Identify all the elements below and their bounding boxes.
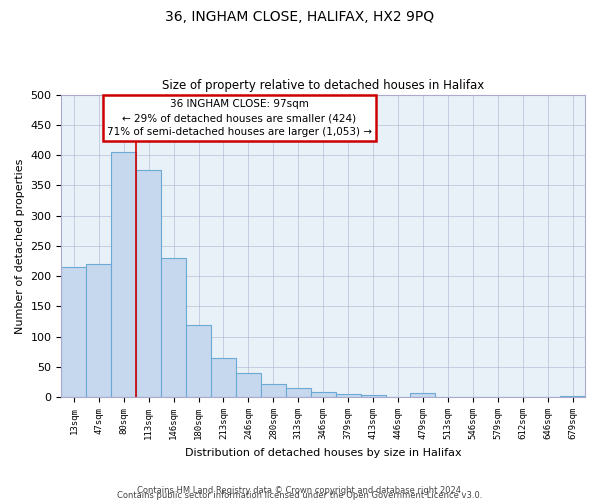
Text: Contains public sector information licensed under the Open Government Licence v3: Contains public sector information licen… <box>118 491 482 500</box>
Bar <box>261 384 286 397</box>
Text: 36 INGHAM CLOSE: 97sqm
← 29% of detached houses are smaller (424)
71% of semi-de: 36 INGHAM CLOSE: 97sqm ← 29% of detached… <box>107 99 372 137</box>
Bar <box>61 267 86 397</box>
Text: 36, INGHAM CLOSE, HALIFAX, HX2 9PQ: 36, INGHAM CLOSE, HALIFAX, HX2 9PQ <box>166 10 434 24</box>
Text: Contains HM Land Registry data © Crown copyright and database right 2024.: Contains HM Land Registry data © Crown c… <box>137 486 463 495</box>
Bar <box>186 324 211 397</box>
Bar <box>361 396 386 397</box>
Bar <box>410 393 436 397</box>
Bar <box>236 373 261 397</box>
Bar <box>311 392 335 397</box>
Bar <box>86 264 111 397</box>
X-axis label: Distribution of detached houses by size in Halifax: Distribution of detached houses by size … <box>185 448 461 458</box>
Y-axis label: Number of detached properties: Number of detached properties <box>15 158 25 334</box>
Bar <box>161 258 186 397</box>
Bar <box>335 394 361 397</box>
Bar <box>560 396 585 397</box>
Bar <box>211 358 236 397</box>
Bar <box>286 388 311 397</box>
Bar <box>111 152 136 397</box>
Title: Size of property relative to detached houses in Halifax: Size of property relative to detached ho… <box>162 79 484 92</box>
Bar <box>136 170 161 397</box>
